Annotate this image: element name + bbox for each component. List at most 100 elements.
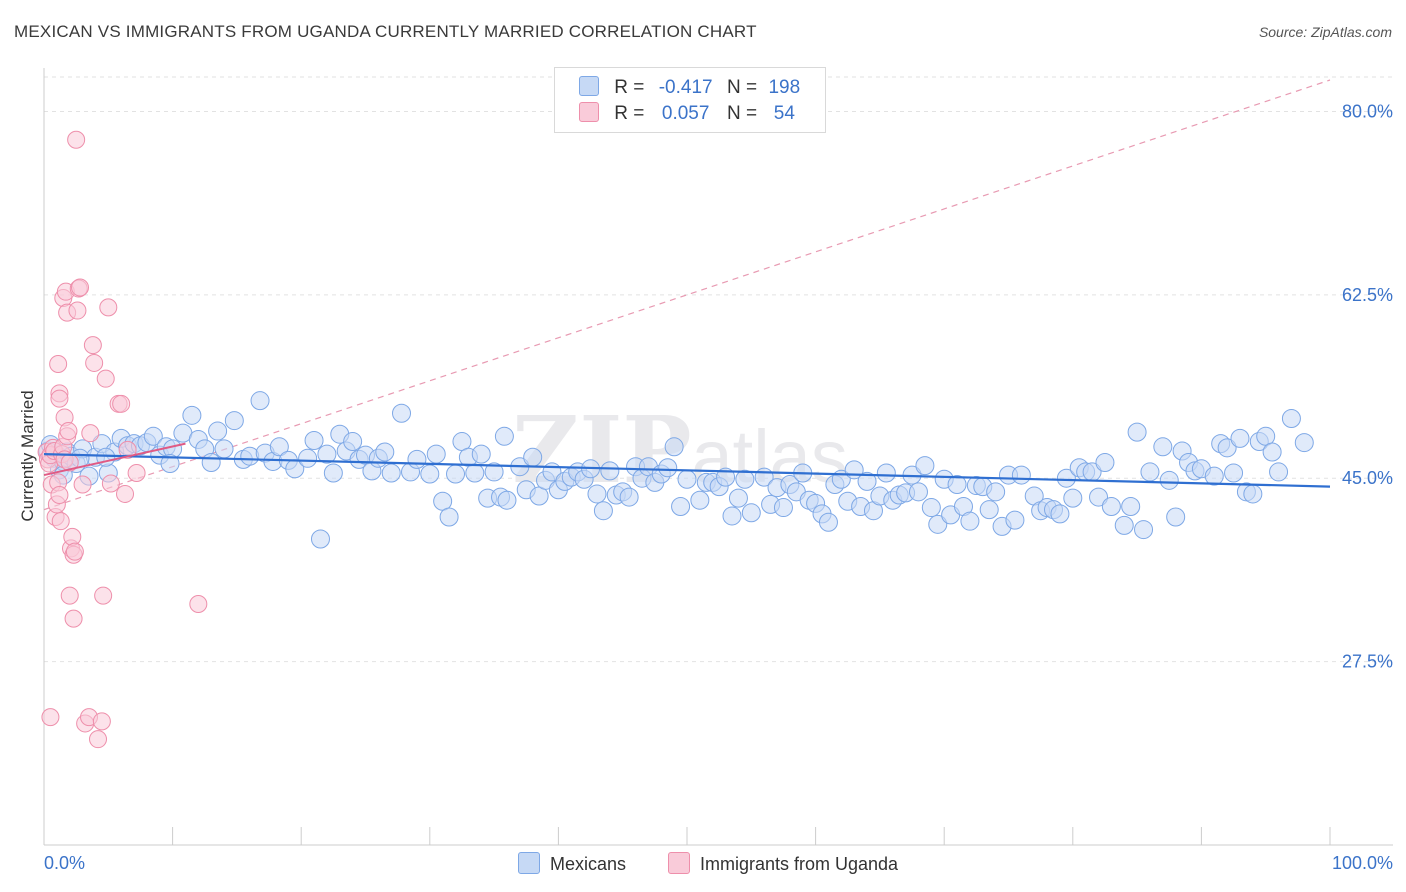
y-tick-label: 27.5% — [1342, 652, 1393, 672]
mexicans-point — [677, 469, 697, 489]
mexicans-point — [250, 391, 270, 411]
y-tick-label: 45.0% — [1342, 468, 1393, 488]
mexicans-point — [1050, 504, 1070, 524]
mexicans-point — [690, 490, 710, 510]
reference-line — [43, 79, 1331, 511]
bottom-legend-swatch-mexicans — [518, 852, 540, 874]
uganda-point — [64, 609, 83, 628]
mexicans-point — [979, 500, 999, 520]
bottom-legend-label-uganda: Immigrants from Uganda — [700, 854, 899, 874]
mexicans-point — [1114, 515, 1134, 535]
mexicans-point — [407, 449, 427, 469]
chart-title: MEXICAN VS IMMIGRANTS FROM UGANDA CURREN… — [14, 22, 757, 41]
uganda-point — [85, 353, 104, 372]
mexicans-point — [1121, 497, 1141, 517]
legend-swatch-uganda — [579, 102, 599, 122]
mexicans-point — [921, 498, 941, 518]
mexicans-point — [908, 482, 928, 502]
uganda-point — [189, 594, 208, 613]
mexicans-point — [1294, 433, 1314, 453]
mexicans-point — [915, 456, 935, 476]
x-tick-label-min: 0.0% — [44, 853, 85, 873]
mexicans-point — [224, 411, 244, 431]
bottom-legend-swatch-uganda — [668, 852, 690, 874]
mexicans-point — [1217, 438, 1237, 458]
mexicans-point — [343, 432, 363, 452]
mexicans-point — [317, 444, 337, 464]
uganda-point — [67, 130, 86, 149]
uganda-point — [41, 708, 60, 727]
y-axis-label: Currently Married — [18, 390, 37, 521]
mexicans-point — [1269, 462, 1289, 482]
mexicans-point — [1134, 520, 1154, 540]
legend-n-mexicans: 198 — [768, 77, 801, 98]
mexicans-point — [1204, 466, 1224, 486]
mexicans-point — [375, 442, 395, 462]
x-tick-label-max: 100.0% — [1332, 853, 1393, 873]
mexicans-point — [773, 498, 793, 518]
mexicans-point — [1063, 488, 1083, 508]
mexicans-trend-line — [43, 453, 1331, 488]
mexicans-point — [208, 421, 228, 441]
y-tick-labels: 27.5% 45.0% 62.5% 80.0% — [1342, 101, 1393, 671]
uganda-point — [96, 369, 115, 388]
uganda-point — [83, 336, 102, 355]
mexicans-point — [392, 403, 412, 423]
source-label: Source: ZipAtlas.com — [1258, 24, 1392, 40]
uganda-point — [94, 586, 113, 605]
mexicans-point — [741, 503, 761, 523]
mexicans-point — [269, 437, 289, 457]
mexicans-point — [471, 444, 491, 464]
mexicans-point — [593, 501, 613, 521]
mexicans-point — [1262, 442, 1282, 462]
y-tick-label: 62.5% — [1342, 285, 1393, 305]
legend-swatch-mexicans — [579, 76, 599, 96]
legend-n-label: N = — [726, 77, 758, 98]
uganda-point — [65, 542, 84, 561]
mexicans-point — [143, 426, 163, 446]
legend-row-mexicans: R = -0.417 N = 198 — [579, 76, 806, 102]
uganda-point — [60, 586, 79, 605]
mexicans-point — [658, 458, 678, 478]
uganda-point — [118, 440, 137, 459]
uganda-point — [81, 424, 100, 443]
mexicans-point — [1056, 468, 1076, 488]
mexicans-point — [240, 446, 260, 466]
mexicans-point — [1005, 510, 1025, 530]
mexicans-point — [1166, 507, 1186, 527]
uganda-point — [112, 394, 131, 413]
uganda-point — [116, 484, 135, 503]
mexicans-point — [716, 467, 736, 487]
uganda-point — [99, 298, 118, 317]
mexicans-point — [728, 488, 748, 508]
uganda-point — [50, 485, 69, 504]
mexicans-point — [304, 430, 324, 450]
dashed-reference-line — [43, 79, 1331, 511]
mexicans-point — [523, 447, 543, 467]
mexicans-point — [1281, 408, 1301, 428]
legend-n-label: N = — [726, 103, 758, 124]
uganda-points — [37, 130, 208, 749]
uganda-point — [51, 512, 70, 531]
mexicans-point — [298, 448, 318, 468]
mexicans-point — [600, 461, 620, 481]
mexicans-point — [857, 471, 877, 491]
mexicans-point — [201, 453, 221, 472]
uganda-point — [59, 422, 78, 441]
mexicans-point — [664, 437, 684, 457]
y-tick-label: 80.0% — [1342, 101, 1393, 121]
mexicans-point — [439, 507, 459, 527]
uganda-point — [92, 712, 111, 731]
mexicans-point — [323, 463, 343, 483]
mexicans-point — [1101, 497, 1121, 517]
uganda-point — [71, 278, 90, 297]
trend-lines — [43, 442, 1331, 488]
mexicans-point — [465, 463, 485, 483]
mexicans-point — [1127, 422, 1147, 442]
uganda-point — [73, 475, 92, 494]
mexicans-point — [497, 490, 517, 510]
mexicans-point — [619, 487, 639, 507]
mexicans-point — [446, 464, 466, 484]
uganda-point — [89, 730, 108, 749]
